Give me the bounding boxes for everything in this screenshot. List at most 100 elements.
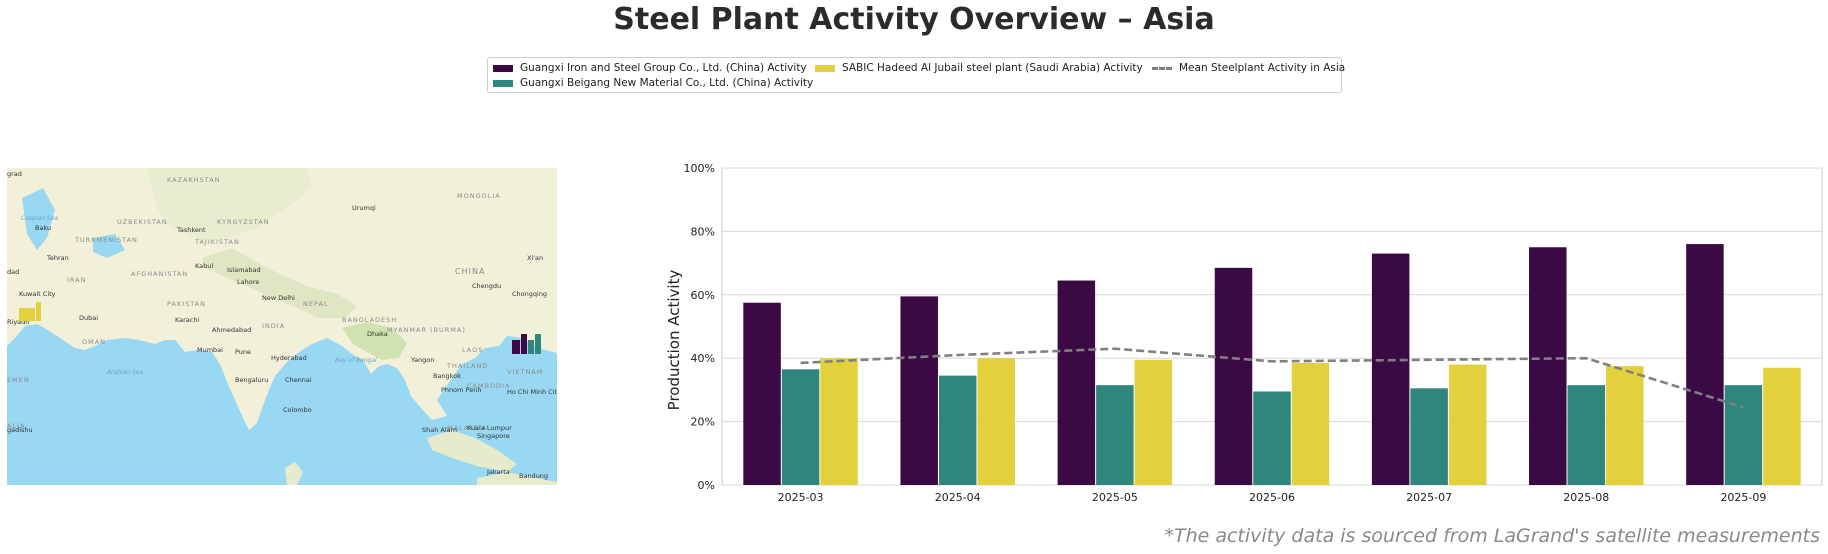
x-tick-label: 2025-09 [1720,491,1766,504]
map-city-phnom-penh: Phnom Penh [441,386,481,394]
legend-swatch-mean [1152,66,1172,70]
map-city-bandung: Bandung [519,472,548,480]
map-city-baku: Baku [35,224,51,232]
x-tick-label: 2025-08 [1563,491,1609,504]
legend-item-guangxi-beigang: Guangxi Beigang New Material Co., Ltd. (… [493,77,813,89]
page-title: Steel Plant Activity Overview – Asia [613,2,1215,37]
bar-series-1-2025-05 [1096,385,1134,485]
bar-series-2-2025-08 [1606,366,1644,485]
x-axis-ticks: 2025-03 2025-04 2025-05 2025-06 2025-07 2025-… [778,491,1767,504]
map-city-xian: Xi'an [527,254,543,262]
legend-swatch-guangxi-beigang [493,79,513,87]
map-city-dubai: Dubai [79,314,98,322]
y-tick-label: 0% [698,479,715,492]
map-city-ahmedabad: Ahmedabad [212,326,251,334]
map-label-laos: LAOS [462,346,483,354]
map-city-hyderabad: Hyderabad [271,354,307,362]
legend-item-sabic: SABIC Hadeed Al Jubail steel plant (Saud… [815,62,1143,74]
map-label-pakistan: PAKISTAN [167,300,206,308]
map-city-chennai: Chennai [285,376,312,384]
map-marker-sabic[interactable] [19,302,41,321]
bar-series-2-2025-06 [1291,362,1330,485]
bar-series-2-2025-09 [1763,367,1801,485]
y-tick-label: 20% [691,416,715,429]
map-city-tashkent: Tashkent [176,226,206,234]
bar-series-0-2025-06 [1214,267,1253,485]
map-city-kabul: Kabul [195,262,213,270]
map-city-islamabad: Islamabad [227,266,261,274]
bar-series-1-2025-09 [1724,385,1763,485]
map-label-iran: IRAN [67,276,86,284]
bar-series-2-2025-03 [820,358,858,485]
legend-label-mean: Mean Steelplant Activity in Asia [1179,62,1346,74]
y-tick-label: 60% [691,289,715,302]
map-city-new-delhi: New Delhi [262,294,295,302]
map-city-karachi: Karachi [175,316,199,324]
bar-series-1-2025-07 [1410,388,1448,485]
map-marker-sabic-bar-2 [36,302,41,321]
map-city-chongqing: Chongqing [512,290,547,298]
mean-line [800,347,1744,409]
map-city-chengdu: Chengdu [472,282,501,290]
map-marker-guangxi-beigang-bar-2 [535,334,541,354]
map-label-yemen: EMEN [7,376,30,384]
map-panel: KAZAKHSTAN MONGOLIA UZBEKISTAN KYRGYZSTA… [7,168,557,485]
map-caspian-sea [22,188,55,250]
map-city-colombo: Colombo [283,406,312,414]
map-city-riyadh: Riyadh [7,318,29,326]
map-label-nepal: NEPAL [303,300,329,308]
map-city-kuwait: Kuwait City [19,290,56,298]
y-tick-label: 40% [691,352,715,365]
map-label-china: CHINA [455,267,485,276]
bar-series-2-2025-05 [1134,359,1173,485]
mean-line-path [800,347,1744,409]
map-label-somalia: ALIA [7,422,25,430]
bar-series-0-2025-09 [1686,244,1724,485]
map-city-baghdad: dad [7,268,19,276]
map-label-myanmar: MYANMAR (BURMA) [387,326,466,334]
map-label-uzbekistan: UZBEKISTAN [117,218,168,226]
map-label-vietnam: VIETNAM [507,368,543,376]
map-aral-area [93,234,125,258]
map-city-shah-alam: Shah Alam [422,426,457,434]
map-label-mongolia: MONGOLIA [457,192,501,200]
bar-series-0-2025-04 [900,296,938,485]
map-city-mumbai: Mumbai [197,346,223,354]
map-label-oman: OMAN [82,338,106,346]
map-land-himalaya [202,248,357,318]
map-city-kuala-lumpur: Kuala Lumpur [467,424,512,432]
map-marker-guangxi-beigang[interactable] [528,334,541,354]
y-tick-label: 100% [684,162,715,175]
map-city-singapore: Singapore [477,432,510,440]
map-label-thailand: THAILAND [446,362,488,370]
map-label-kazakhstan: KAZAKHSTAN [167,176,221,184]
map-label-afghanistan: AFGHANISTAN [131,270,188,278]
map-land-srilanka [285,462,303,485]
map-city-mogadishu: gadishu [7,426,33,434]
bar-series-1-2025-04 [938,375,977,485]
map-marker-guangxi-iron[interactable] [512,334,527,354]
map-label-kyrgyzstan: KYRGYZSTAN [217,218,270,226]
map-label-malaysia: MALAYSIA [447,424,487,432]
map-city-lahore: Lahore [237,278,259,286]
map-land-south-china [342,322,407,360]
map-marker-sabic-bar-1 [19,308,35,321]
bar-series-2-2025-07 [1448,364,1487,485]
legend-label-guangxi-beigang: Guangxi Beigang New Material Co., Ltd. (… [520,77,814,89]
map-city-bangkok: Bangkok [433,372,461,380]
map-label-bay-of-bengal: Bay of Bengal [335,357,377,364]
map-city-pune: Pune [235,348,251,356]
map-label-caspian: Caspian Sea [21,215,58,222]
map-label-bangladesh: BANGLADESH [342,316,397,324]
legend-swatch-sabic [815,64,835,72]
legend-swatch-guangxi-iron [493,64,513,72]
map-marker-guangxi-iron-bar [512,340,520,354]
map-city-grad: grad [7,170,22,178]
x-tick-label: 2025-04 [935,491,981,504]
map-label-tajikistan: TAJIKISTAN [194,238,240,246]
bar-series-0-2025-03 [743,302,781,485]
map-land-java [477,472,557,485]
x-tick-label: 2025-06 [1249,491,1295,504]
map-city-urumqi: Urumqi [352,204,376,212]
legend-label-guangxi-iron: Guangxi Iron and Steel Group Co., Ltd. (… [520,62,807,74]
